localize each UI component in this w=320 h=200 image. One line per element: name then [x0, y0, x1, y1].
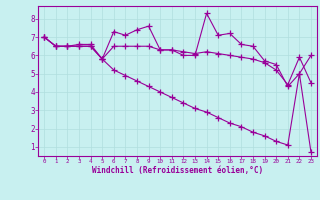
X-axis label: Windchill (Refroidissement éolien,°C): Windchill (Refroidissement éolien,°C)	[92, 166, 263, 175]
